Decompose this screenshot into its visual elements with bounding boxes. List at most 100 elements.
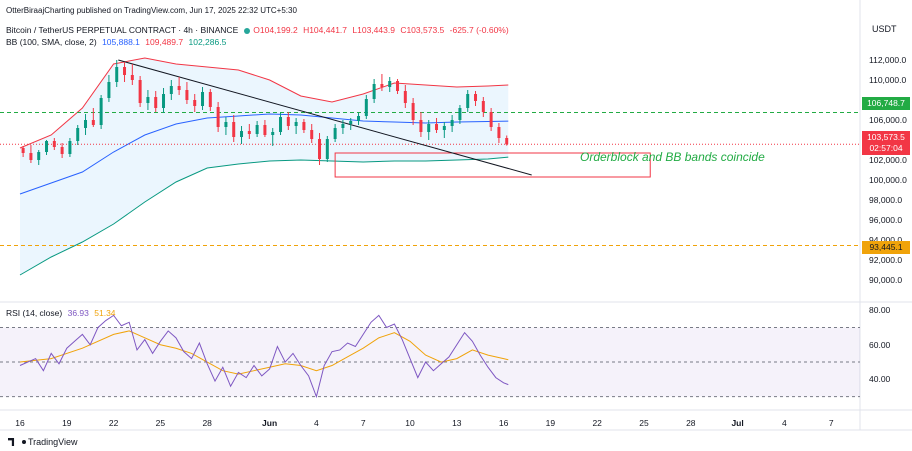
bb-lower-value: 102,286.5 [188,37,227,47]
candle-body [372,84,376,99]
candle-body [310,130,314,139]
candle-body [349,121,353,124]
candle-body [403,91,407,103]
candle-body [357,116,361,121]
rsi-tick-label: 80.00 [869,305,891,316]
candle-body [37,152,41,160]
price-tick-label: 92,000.0 [869,255,903,265]
candle-body [146,97,150,103]
rsi-tick-label: 40.00 [869,374,891,385]
candle-body [224,122,228,127]
candle-body [193,100,197,106]
candle-body [442,126,446,130]
trendline [118,59,532,176]
bb-basis-value: 105,888.1 [102,37,140,47]
candle-body [162,94,166,108]
candle-body [279,117,283,132]
tradingview-footer: TradingView [8,437,78,447]
candle-body [302,122,306,130]
time-tick-label: 22 [592,418,602,428]
symbol-name[interactable]: Bitcoin / TetherUS PERPETUAL CONTRACT · … [6,25,239,35]
bb-lower-line [19,156,509,276]
time-tick-label: 25 [639,418,649,428]
time-tick-label: 4 [782,418,787,428]
candle-body [216,107,220,127]
candle-body [107,82,111,98]
candle-body [411,103,415,120]
rsi-ma-value: 51.34 [94,308,116,318]
candle-body [481,101,485,112]
last-price-tag: 103,573.5 [862,131,910,144]
rsi-label: RSI (14, close) [6,308,63,318]
candle-body [318,139,322,159]
time-tick-label: 28 [202,418,212,428]
candle-body [29,153,33,160]
candle-body [466,94,470,108]
bb-basis-line [19,113,509,195]
candle-body [263,125,267,135]
candle-body [294,122,298,126]
ohlc-open: O104,199.2 [253,25,298,35]
rsi-legend[interactable]: RSI (14, close) 36.93 51.34 [6,308,119,318]
time-tick-label: 19 [545,418,556,428]
price-tick-label: 100,000.0 [869,175,907,185]
candle-body [185,90,189,100]
time-tick-label: 22 [108,418,119,428]
price-tick-label: 102,000.0 [869,155,907,165]
price-tick-label: 110,000.0 [869,75,907,85]
market-status-icon [244,27,251,34]
candle-body [154,97,158,108]
time-tick-label: 10 [405,418,415,428]
bb-upper-line [19,57,509,149]
candle-body [232,122,236,137]
support-price-tag: 93,445.1 [862,241,910,254]
time-tick-label: 7 [360,418,366,428]
ohlc-change: -625.7 (-0.60%) [449,25,509,35]
bb-band-fill [20,58,509,275]
candle-body [255,125,259,134]
candle-body [76,128,80,141]
bb-legend[interactable]: BB (100, SMA, close, 2) 105,888.1 109,48… [6,37,229,47]
price-tick-label: 96,000.0 [869,215,903,225]
candle-body [341,124,345,128]
candle-body [388,81,392,87]
orderblock-box [334,152,651,178]
time-tick-label: 7 [828,418,834,428]
candle-body [435,124,439,130]
candle-body [333,128,337,139]
time-tick-label: Jun [262,418,278,428]
candle-body [505,138,509,145]
candle-body [177,86,181,90]
candle-body [450,120,454,126]
ohlc-low: L103,443.9 [352,25,395,35]
candle-body [52,141,56,147]
price-axis-unit: USDT [872,24,897,34]
ohlc-high: H104,441.7 [303,25,348,35]
candle-body [364,99,368,116]
price-tick-label: 112,000.0 [869,55,907,65]
time-tick-label: 28 [686,418,696,428]
candle-body [45,141,49,152]
price-tick-label: 90,000.0 [869,275,903,285]
publisher-line: OtterBiraajCharting published on Trading… [6,6,297,15]
resistance-price-tag: 106,748.7 [862,97,910,110]
countdown-tag: 02:57:04 [862,142,910,155]
symbol-legend: Bitcoin / TetherUS PERPETUAL CONTRACT · … [6,25,512,35]
candle-body [123,67,127,75]
price-tick-label: 106,000.0 [869,115,907,125]
tradingview-logo-dot-icon [22,440,26,444]
candle-body [497,127,501,138]
rsi-line [19,314,509,399]
ohlc-close: C103,573.5 [400,25,445,35]
time-tick-label: 25 [155,418,166,428]
rsi-tick-label: 60.00 [869,339,891,350]
candle-body [130,75,134,80]
candle-body [396,81,400,91]
candle-body [286,117,290,126]
orderblock-annotation[interactable]: Orderblock and BB bands coincide [580,150,765,164]
time-tick-label: 19 [62,418,72,428]
candle-body [60,147,64,154]
candle-body [115,67,119,82]
candle-body [240,131,244,137]
